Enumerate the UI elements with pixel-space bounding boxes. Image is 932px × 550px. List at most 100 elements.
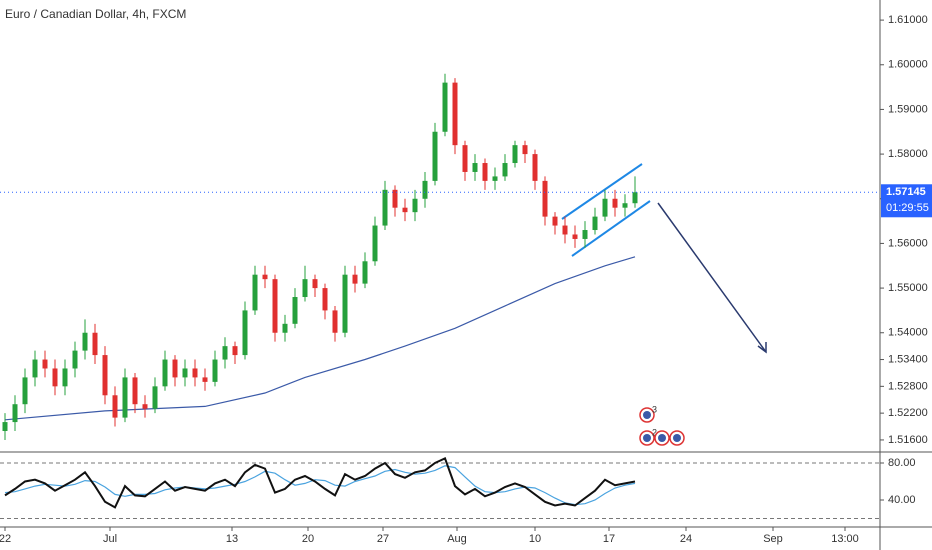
y-tick-label: 1.61000 xyxy=(888,14,928,26)
candle-body xyxy=(122,377,128,418)
x-tick-label: Aug xyxy=(447,533,467,545)
candle-body xyxy=(282,323,288,333)
candle-body xyxy=(472,163,478,172)
candle-body xyxy=(252,274,258,311)
candle-body xyxy=(462,145,468,172)
y-tick-label: 1.54000 xyxy=(888,327,928,339)
arrow-head xyxy=(757,342,767,354)
y-tick-label: 1.51600 xyxy=(888,434,928,446)
x-tick-label: Sep xyxy=(763,533,783,545)
candle-body xyxy=(382,189,388,226)
candle-body xyxy=(302,279,308,298)
candle-body xyxy=(352,274,358,284)
y-tick-label: 1.52200 xyxy=(888,407,928,419)
candle-body xyxy=(542,180,548,217)
y-tick-label: 1.59000 xyxy=(888,103,928,115)
candle-body xyxy=(422,180,428,199)
event-icon xyxy=(673,434,681,442)
candle-body xyxy=(312,279,318,289)
candle-body xyxy=(592,216,598,231)
candle-body xyxy=(432,131,438,181)
candle-body xyxy=(562,225,568,235)
candle-body xyxy=(532,154,538,181)
event-icon xyxy=(643,434,651,442)
candle-body xyxy=(72,350,78,369)
candle-body xyxy=(22,377,28,405)
candle-body xyxy=(402,207,408,213)
candle-body xyxy=(492,176,498,181)
candle-body xyxy=(152,386,158,409)
candle-body xyxy=(552,216,558,226)
candle-body xyxy=(182,368,188,378)
candle-body xyxy=(242,310,248,356)
candle-body xyxy=(622,203,628,208)
event-icon xyxy=(658,434,666,442)
x-tick-label: 10 xyxy=(529,533,541,545)
moving-average xyxy=(4,256,636,421)
candle-body xyxy=(272,279,278,333)
x-tick-label: 20 xyxy=(302,533,314,545)
price-tag-box xyxy=(881,184,932,218)
rsi-line xyxy=(4,457,636,509)
candle-body xyxy=(12,404,18,423)
candle-body xyxy=(292,297,298,324)
candle-body xyxy=(582,230,588,239)
rsi-line xyxy=(4,465,636,506)
x-tick-label: Jul xyxy=(103,533,117,545)
candle-body xyxy=(92,332,98,356)
candle-body xyxy=(42,359,48,369)
price-tag-countdown: 01:29:55 xyxy=(886,202,929,214)
y-tick-label: 1.53400 xyxy=(888,353,928,365)
candle-body xyxy=(162,359,168,387)
candle-body xyxy=(82,332,88,351)
candle-body xyxy=(52,368,58,387)
candle-body xyxy=(572,234,578,239)
chart-title: Euro / Canadian Dollar, 4h, FXCM xyxy=(5,7,186,21)
candle-body xyxy=(212,359,218,382)
candle-body xyxy=(112,395,118,418)
candle-body xyxy=(2,422,8,432)
event-icon xyxy=(643,411,651,419)
y-tick-label: 1.58000 xyxy=(888,148,928,160)
y-tick-label: 80.00 xyxy=(888,457,916,469)
candle-body xyxy=(32,359,38,378)
y-tick-label: 1.55000 xyxy=(888,282,928,294)
candle-body xyxy=(372,225,378,262)
forecast-arrow xyxy=(657,202,767,353)
x-tick-label: 22 xyxy=(0,533,11,545)
candle-body xyxy=(482,163,488,181)
candle-body xyxy=(602,198,608,217)
candle-body xyxy=(142,404,148,409)
candle-body xyxy=(362,261,368,284)
y-tick-label: 1.56000 xyxy=(888,237,928,249)
candle-body xyxy=(172,359,178,378)
candle-body xyxy=(322,288,328,311)
x-tick-label: 17 xyxy=(603,533,615,545)
event-count: 2 xyxy=(652,427,657,437)
candle-body xyxy=(192,368,198,378)
candle-body xyxy=(392,189,398,208)
x-tick-label: 13:00 xyxy=(831,533,859,545)
candle-body xyxy=(632,192,638,204)
candle-body xyxy=(412,198,418,213)
candle-body xyxy=(62,368,68,387)
x-tick-label: 13 xyxy=(226,533,238,545)
candle-body xyxy=(222,346,228,360)
candle-body xyxy=(502,163,508,177)
candle-body xyxy=(442,82,448,132)
event-icons: 3 2 xyxy=(639,404,685,446)
candle-body xyxy=(262,274,268,280)
candle-body xyxy=(332,310,338,333)
y-tick-label: 1.60000 xyxy=(888,59,928,71)
candle-body xyxy=(452,82,458,146)
candle-body xyxy=(612,198,618,208)
x-tick-label: 24 xyxy=(680,533,692,545)
x-tick-label: 27 xyxy=(377,533,389,545)
candle-body xyxy=(342,274,348,333)
channel-upper xyxy=(561,163,643,220)
candle-body xyxy=(512,145,518,164)
event-count: 3 xyxy=(652,404,657,414)
candle-body xyxy=(522,145,528,155)
